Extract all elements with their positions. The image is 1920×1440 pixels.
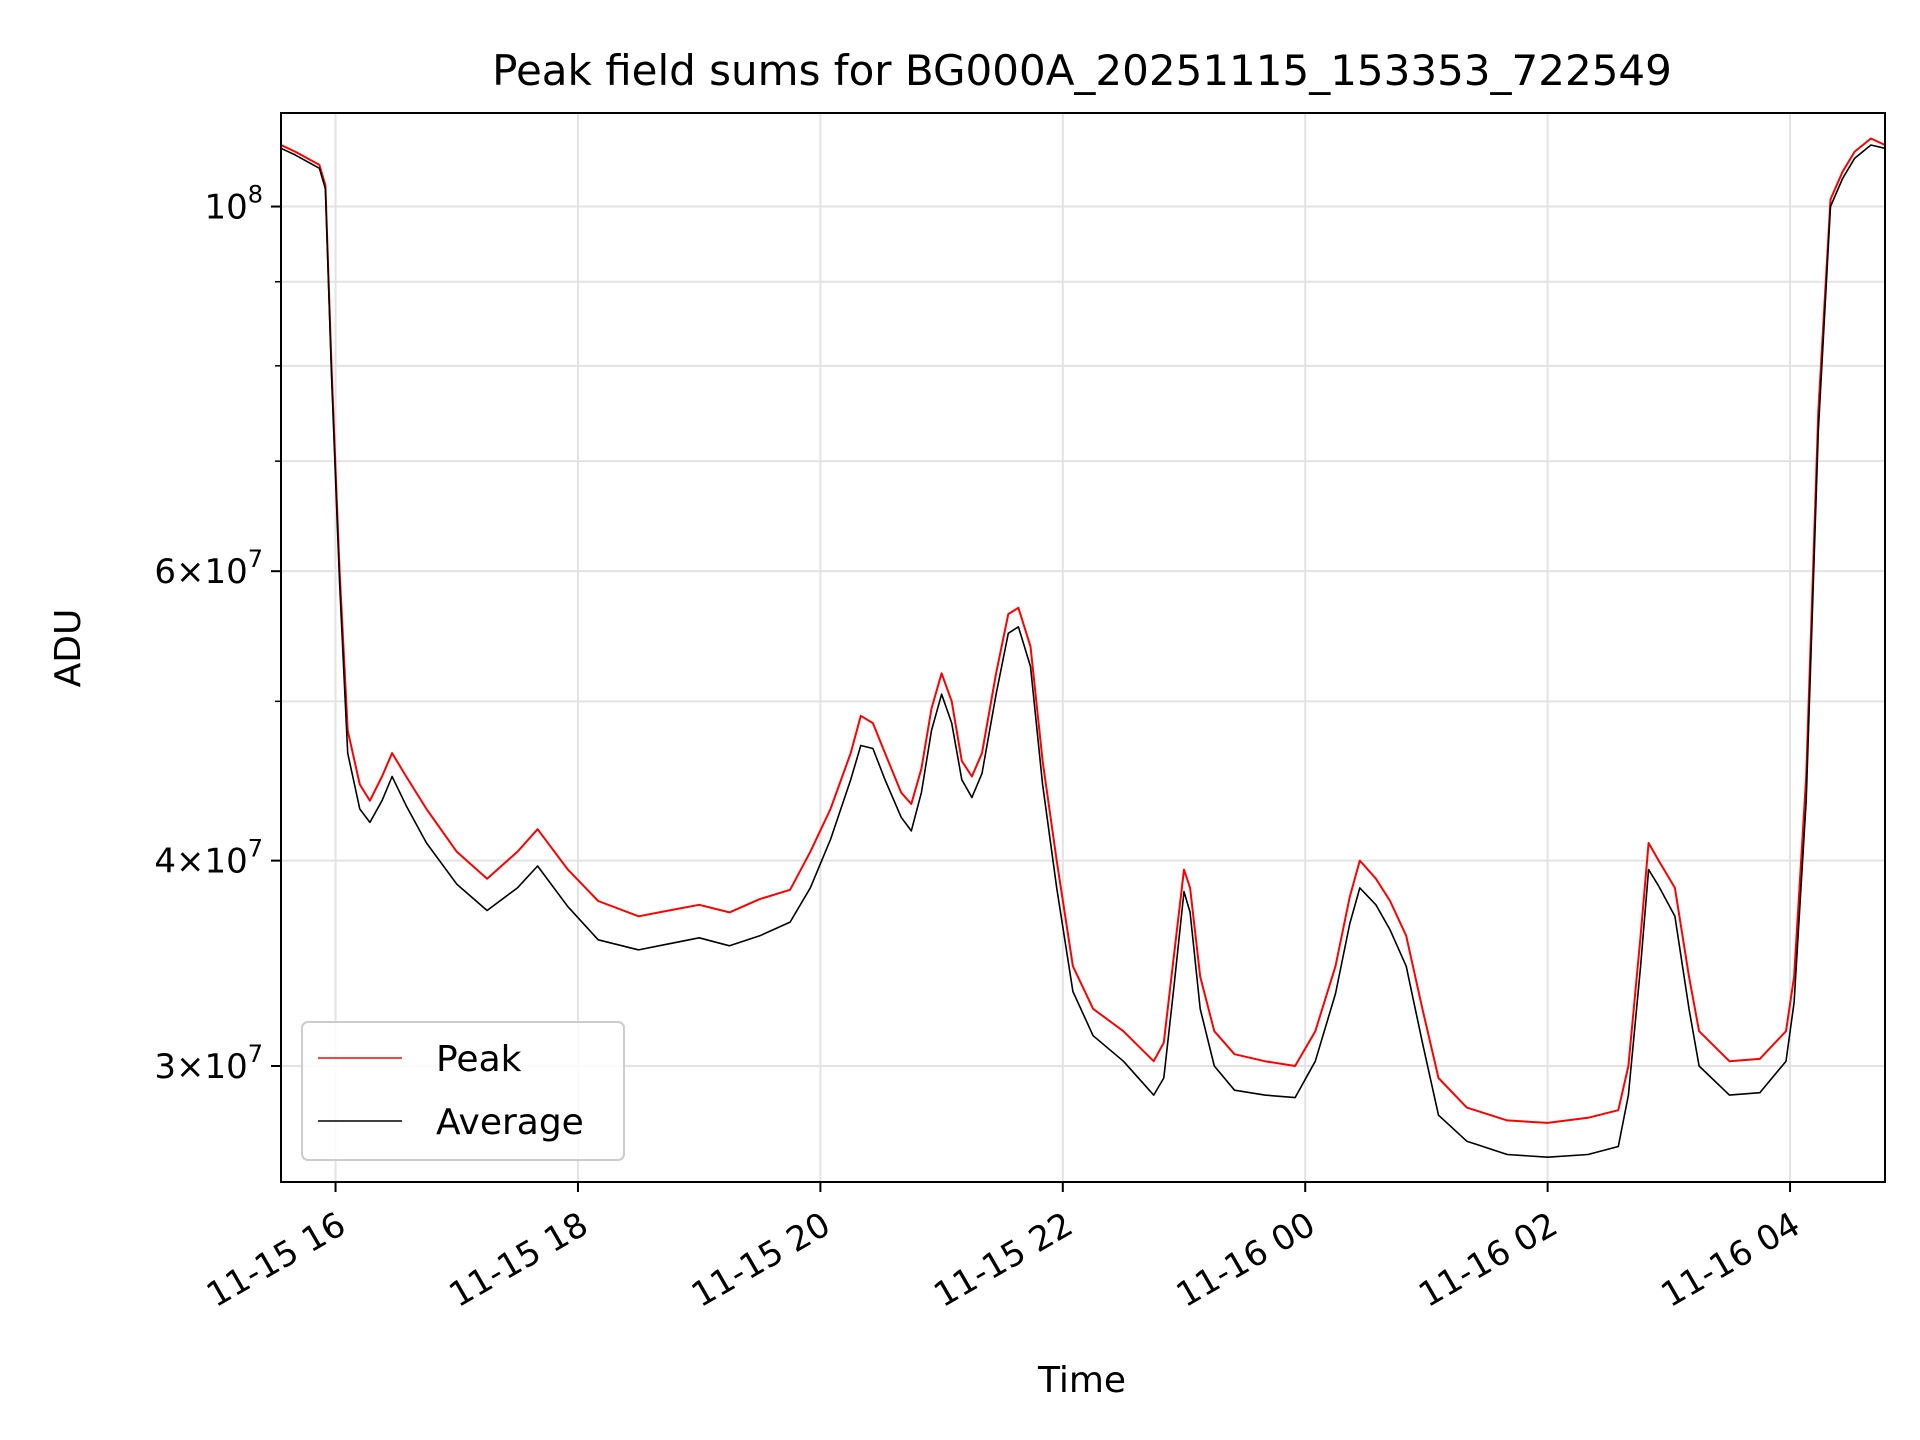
y-axis-label: ADU — [48, 609, 89, 688]
x-axis-label: Time — [1037, 1360, 1126, 1401]
series-layer — [281, 137, 1885, 1158]
series-line-average — [281, 144, 1885, 1158]
legend: Peak Average — [301, 1021, 625, 1161]
y-tick-label: 3×107 — [154, 1040, 263, 1087]
y-tick-label: 6×107 — [154, 545, 263, 592]
plot-area-frame — [280, 112, 1886, 1183]
chart-title: Peak field sums for BG000A_20251115_1533… — [492, 46, 1672, 95]
legend-label-peak: Peak — [436, 1039, 522, 1080]
y-axis: 3×107 4×107 6×107 108 — [154, 181, 281, 1087]
legend-label-average: Average — [436, 1102, 584, 1143]
series-line-peak — [281, 137, 1885, 1124]
y-tick-label: 4×107 — [154, 835, 263, 882]
legend-box — [301, 1021, 625, 1161]
y-tick-label: 108 — [204, 181, 263, 228]
